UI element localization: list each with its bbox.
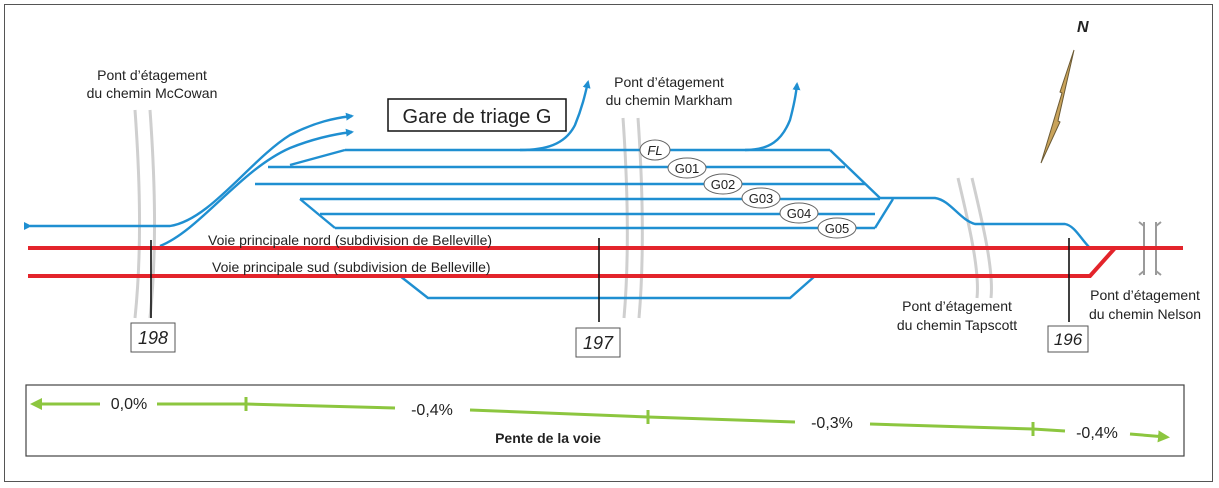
svg-text:du chemin Markham: du chemin Markham — [606, 92, 733, 108]
svg-text:G05: G05 — [825, 221, 850, 236]
diagram-frame — [4, 4, 1213, 482]
main-tracks — [28, 246, 1183, 278]
svg-text:G02: G02 — [711, 177, 736, 192]
svg-text:G03: G03 — [749, 191, 774, 206]
overpass-markham-structure — [621, 117, 644, 319]
yard-title: Gare de triage G — [387, 98, 567, 132]
milepost-198-label: 198 — [138, 328, 168, 348]
grade-title: Pente de la voie — [495, 430, 601, 446]
main-south-label: Voie principale sud (subdivision de Bell… — [212, 259, 491, 275]
milepost-198: 198 — [130, 322, 176, 353]
grade-label-2: -0,4% — [411, 402, 453, 419]
overpass-tapscott-structure — [956, 177, 993, 299]
yard-title-text: Gare de triage G — [403, 106, 552, 128]
svg-text:Pont d’étagement: Pont d’étagement — [902, 298, 1012, 314]
track-label-fl: FL — [639, 139, 671, 161]
yard-lead-upper — [159, 128, 354, 248]
markham-lead-2 — [744, 82, 801, 152]
markham-lead-1 — [519, 80, 591, 152]
svg-text:G04: G04 — [787, 206, 812, 221]
grade-profile: 0,0% -0,4% -0,3% -0,4% Pente de la voie — [25, 384, 1185, 457]
svg-text:FL: FL — [647, 143, 662, 158]
milepost-197: 197 — [575, 327, 621, 358]
main-north-label: Voie principale nord (subdivision de Bel… — [208, 232, 492, 248]
svg-text:du chemin Tapscott: du chemin Tapscott — [897, 317, 1017, 333]
svg-text:du chemin Nelson: du chemin Nelson — [1089, 306, 1201, 322]
main-south-track — [28, 246, 1117, 278]
yard-tracks — [24, 80, 1091, 300]
grade-label-1: 0,0% — [111, 396, 147, 413]
track-label-g02: G02 — [703, 173, 743, 195]
milepost-196-label: 196 — [1054, 330, 1083, 349]
track-label-g01: G01 — [667, 157, 707, 179]
north-arrow: N — [1040, 19, 1089, 164]
westbound-lead — [24, 112, 354, 230]
north-arrow-icon — [1040, 49, 1075, 164]
overpass-markham-label: Pont d’étagement du chemin Markham — [606, 74, 733, 108]
grade-line-seg-5 — [1129, 430, 1170, 443]
track-label-g04: G04 — [779, 202, 819, 224]
track-label-g03: G03 — [741, 187, 781, 209]
svg-text:Pont d’étagement: Pont d’étagement — [97, 67, 207, 83]
milepost-ticks — [150, 238, 1070, 322]
milepost-196: 196 — [1047, 325, 1089, 353]
north-arrow-label: N — [1077, 19, 1089, 36]
grade-label-3: -0,3% — [811, 415, 853, 432]
milepost-197-label: 197 — [583, 333, 614, 353]
svg-text:Pont d’étagement: Pont d’étagement — [614, 74, 724, 90]
south-siding — [399, 275, 816, 300]
grade-label-4: -0,4% — [1076, 425, 1118, 442]
svg-text:G01: G01 — [675, 161, 700, 176]
overpass-nelson-label: Pont d’étagement du chemin Nelson — [1089, 287, 1201, 322]
overpass-mccowan-label: Pont d’étagement du chemin McCowan — [87, 67, 218, 101]
svg-text:du chemin McCowan: du chemin McCowan — [87, 85, 218, 101]
overpass-tapscott-label: Pont d’étagement du chemin Tapscott — [897, 298, 1017, 333]
svg-text:Pont d’étagement: Pont d’étagement — [1090, 287, 1200, 303]
track-label-g05: G05 — [817, 217, 857, 239]
